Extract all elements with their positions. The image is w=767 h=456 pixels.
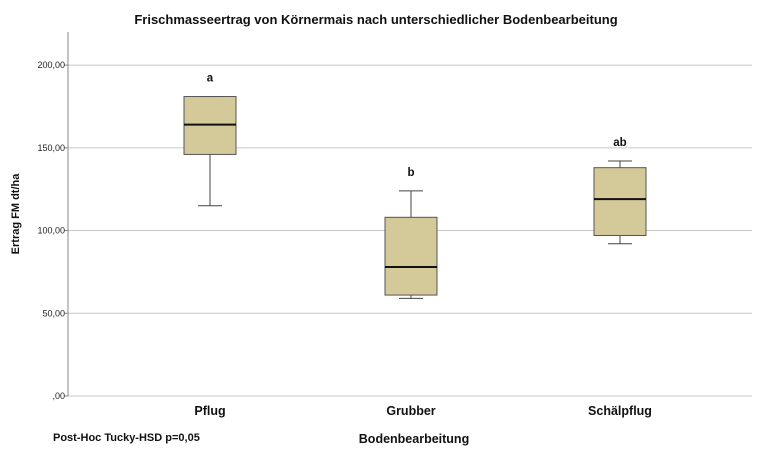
significance-letter: b [407,167,414,179]
category-label: Pflug [194,404,225,418]
y-tick-labels: ,00 50,00 100,00 150,00 200,00 [37,60,68,401]
box-grubber: b [384,167,438,299]
iqr-box [384,216,438,296]
significance-letter: ab [613,137,626,149]
category-label: Schälpflug [588,404,652,418]
y-tick-label: 150,00 [37,143,65,153]
posthoc-note: Post-Hoc Tucky-HSD p=0,05 [53,432,200,444]
category-label: Grubber [386,404,435,418]
y-tick-label: 50,00 [42,308,65,318]
y-axis-label: Ertrag FM dt/ha [10,173,22,255]
significance-letter: a [207,73,214,85]
y-tick-label: 200,00 [37,60,65,70]
box-schälpflug: ab [593,137,647,245]
chart-title: Frischmasseertrag von Körnermais nach un… [134,12,617,27]
x-axis-label: Bodenbearbeitung [359,432,469,446]
box-pflug: a [183,73,237,207]
iqr-box [593,167,647,237]
y-tick-label: 100,00 [37,226,65,236]
y-tick-label: ,00 [52,391,65,401]
category-labels: Pflug Grubber Schälpflug [194,404,652,418]
